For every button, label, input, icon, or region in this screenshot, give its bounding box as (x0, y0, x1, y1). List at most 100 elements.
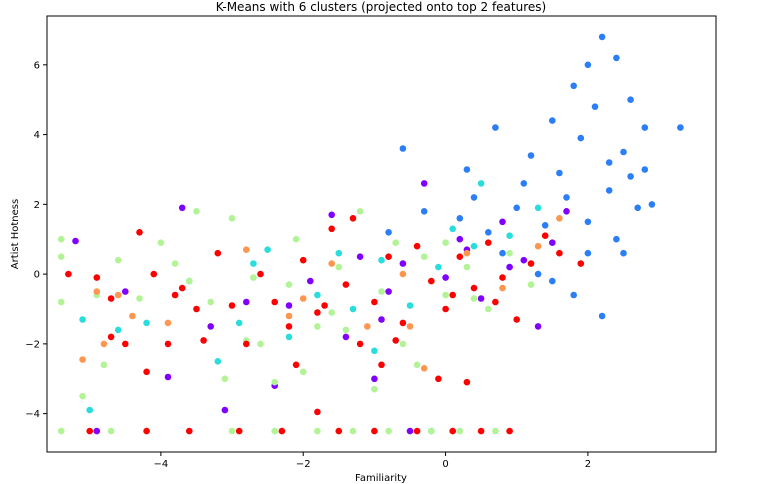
data-point (598, 312, 606, 320)
data-point (178, 204, 186, 212)
data-point (641, 124, 649, 131)
data-point (556, 249, 563, 257)
data-point (235, 319, 243, 327)
data-point (477, 180, 485, 187)
data-point (257, 270, 264, 278)
data-point (299, 256, 307, 264)
data-point (342, 281, 350, 288)
data-point (563, 208, 570, 215)
data-point (534, 242, 542, 250)
data-point (435, 263, 442, 271)
data-point (143, 427, 150, 435)
data-point (613, 235, 620, 243)
data-point (506, 232, 513, 239)
data-point (470, 295, 478, 302)
data-point (57, 235, 65, 243)
data-point (605, 187, 613, 194)
x-axis-title: Familiarity (355, 473, 407, 484)
data-point (577, 134, 585, 142)
data-point (186, 277, 193, 285)
data-point (257, 340, 264, 348)
data-point (442, 239, 449, 246)
data-point (378, 288, 385, 295)
data-point (449, 427, 457, 435)
data-point (556, 215, 563, 222)
x-tick-label: −4 (153, 459, 168, 470)
data-point (136, 229, 143, 236)
data-point (406, 302, 414, 309)
data-point (307, 277, 314, 285)
data-point (285, 281, 293, 288)
data-point (392, 239, 400, 246)
data-point (456, 253, 464, 260)
data-point (356, 340, 364, 348)
data-point (349, 427, 357, 435)
data-point (228, 302, 236, 309)
data-point (100, 340, 108, 348)
data-point (228, 215, 236, 222)
data-point (527, 260, 535, 267)
data-point (549, 277, 556, 285)
data-point (57, 253, 65, 260)
data-point (613, 54, 620, 62)
data-point (342, 326, 350, 334)
data-point (86, 427, 93, 435)
data-point (164, 319, 172, 327)
plot-background (47, 16, 716, 452)
cluster-series-3 (57, 208, 535, 435)
data-point (641, 166, 649, 173)
data-point (449, 225, 457, 233)
data-point (406, 427, 414, 435)
data-point (278, 427, 286, 435)
data-point (541, 232, 549, 239)
data-point (485, 229, 492, 236)
data-point (570, 82, 577, 90)
data-point (292, 235, 300, 243)
data-point (499, 284, 506, 292)
x-axis: −4 −2 0 2 (153, 452, 591, 470)
data-point (392, 337, 400, 344)
data-point (598, 33, 606, 41)
data-point (477, 295, 485, 302)
data-point (171, 291, 179, 299)
y-tick-label: −2 (25, 339, 40, 350)
data-point (107, 295, 115, 302)
data-point (72, 237, 79, 245)
data-point (420, 180, 428, 187)
data-point (584, 61, 592, 69)
data-point (677, 124, 684, 131)
data-point (356, 253, 364, 260)
data-point (385, 427, 392, 435)
x-tick-label: 0 (442, 459, 448, 470)
data-point (57, 427, 65, 435)
data-point (463, 249, 471, 257)
data-point (634, 204, 641, 212)
data-point (314, 323, 321, 330)
data-point (299, 368, 307, 376)
y-tick-label: 0 (34, 270, 40, 281)
data-point (385, 229, 392, 236)
data-point (406, 323, 414, 330)
data-point (463, 378, 471, 386)
data-point (186, 427, 193, 435)
data-point (171, 260, 179, 267)
data-point (107, 427, 115, 435)
data-point (150, 270, 158, 278)
data-point (506, 427, 513, 435)
data-point (534, 270, 542, 278)
data-point (314, 427, 321, 435)
data-point (79, 392, 86, 400)
data-point (627, 173, 634, 180)
data-point (527, 152, 535, 159)
data-point (470, 284, 478, 292)
data-point (470, 242, 478, 250)
data-point (378, 256, 385, 264)
data-point (456, 235, 464, 243)
data-point (492, 298, 499, 306)
data-point (485, 305, 492, 313)
data-point (534, 323, 542, 330)
data-point (122, 288, 129, 295)
data-point (513, 316, 520, 323)
data-point (86, 406, 93, 414)
data-point (292, 361, 300, 369)
